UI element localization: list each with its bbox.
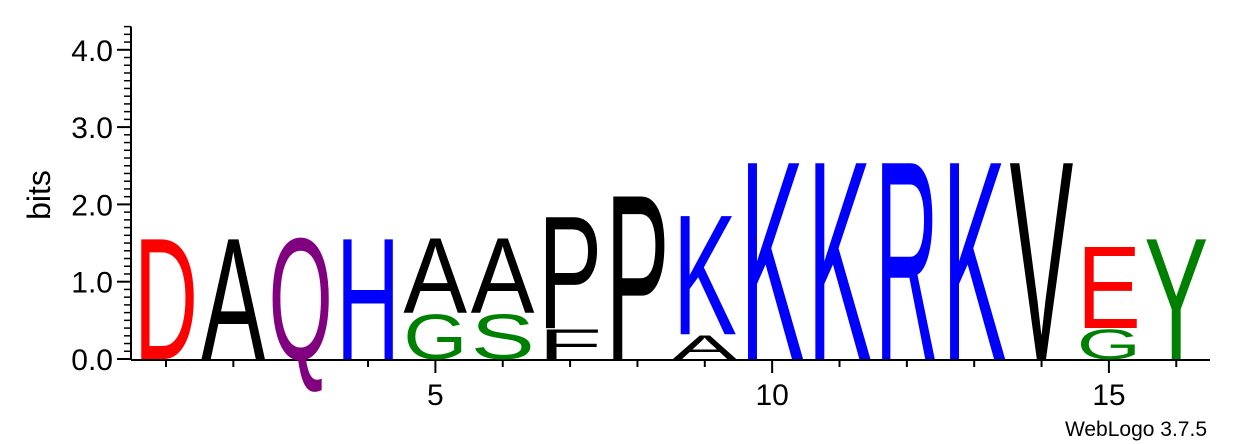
logo-letter-d: D [134, 203, 198, 397]
stack-position-7: FP [538, 184, 602, 369]
logo-letter-a: A [201, 202, 265, 397]
y-tick-label: 2.0 [71, 189, 113, 222]
weblogo-credit: WebLogo 3.7.5 [1065, 418, 1207, 441]
x-tick-label: 15 [1092, 379, 1125, 412]
x-tick-label: 10 [755, 379, 788, 412]
logo-letter-k: K [808, 102, 872, 420]
stack-position-15: GE [1077, 222, 1141, 369]
stack-position-14: V [1010, 102, 1074, 420]
y-tick-label: 0.0 [71, 344, 113, 377]
stack-position-1: D [134, 203, 198, 397]
stack-position-4: H [336, 203, 400, 397]
stack-position-10: K [740, 102, 804, 420]
stack-position-12: R [875, 101, 939, 420]
logo-letter-y: Y [1144, 202, 1208, 396]
stack-position-6: SA [471, 215, 535, 373]
logo-letter-a: A [471, 215, 535, 335]
y-tick-label: 3.0 [71, 112, 113, 145]
logo-letter-q: Q [269, 202, 333, 396]
x-tick-label: 5 [427, 379, 444, 412]
stack-position-16: Y [1144, 202, 1208, 396]
logo-letter-p: P [605, 147, 669, 410]
stack-position-3: Q [269, 202, 333, 396]
stack-position-2: A [201, 202, 265, 397]
logo-letter-v: V [1010, 102, 1074, 420]
y-tick-label: 1.0 [71, 267, 113, 300]
logo-letter-k: K [942, 102, 1006, 420]
stack-position-8: P [605, 147, 669, 410]
logo-letter-s: S [471, 301, 535, 373]
stack-position-13: K [942, 102, 1006, 420]
logo-letter-k: K [673, 180, 737, 371]
y-axis: 0.0 1.0 2.0 3.0 4.0 [71, 25, 132, 377]
y-axis-label: bits [21, 170, 57, 220]
logo-letter-a: A [403, 215, 467, 335]
logo-letter-e: E [1077, 222, 1141, 354]
logo-letter-k: K [740, 102, 804, 420]
logo-letter-r: R [875, 101, 939, 420]
stack-position-11: K [808, 102, 872, 420]
logo-letter-a: A [673, 328, 737, 366]
x-axis: 5 10 15 [131, 359, 1210, 412]
stack-position-9: AK [673, 180, 737, 371]
logo-letter-g: G [403, 301, 467, 373]
logo-letter-f: F [538, 320, 602, 368]
logo-letter-h: H [336, 203, 400, 397]
logo-letter-g: G [1077, 320, 1141, 368]
y-tick-label: 4.0 [71, 35, 113, 68]
stack-position-5: GA [403, 215, 467, 373]
logo-letter-p: P [538, 184, 602, 364]
